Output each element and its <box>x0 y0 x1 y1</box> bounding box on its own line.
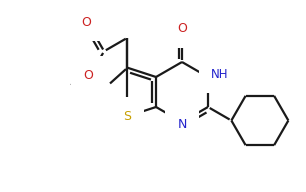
Text: N: N <box>177 118 187 132</box>
Text: S: S <box>124 110 132 123</box>
Text: O: O <box>81 16 91 29</box>
Text: O: O <box>177 22 187 35</box>
Text: NH: NH <box>211 69 229 81</box>
Text: O: O <box>84 69 93 82</box>
